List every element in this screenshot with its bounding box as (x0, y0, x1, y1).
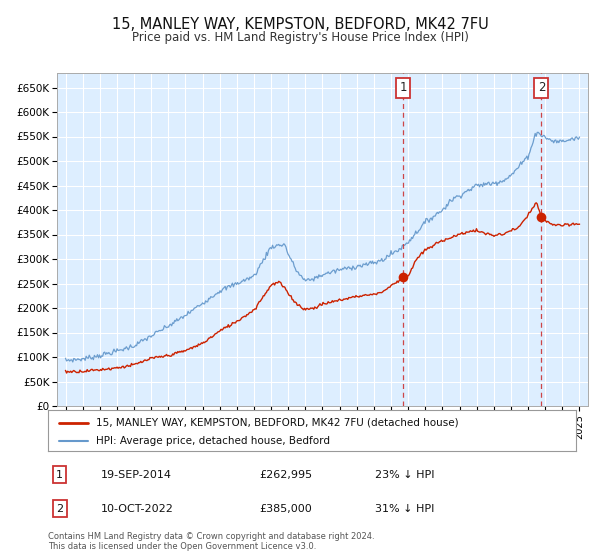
Text: £385,000: £385,000 (259, 504, 312, 514)
Text: 23% ↓ HPI: 23% ↓ HPI (376, 470, 435, 479)
Text: 2: 2 (56, 504, 63, 514)
Text: 15, MANLEY WAY, KEMPSTON, BEDFORD, MK42 7FU (detached house): 15, MANLEY WAY, KEMPSTON, BEDFORD, MK42 … (95, 418, 458, 428)
Text: 1: 1 (56, 470, 63, 479)
Text: 10-OCT-2022: 10-OCT-2022 (101, 504, 173, 514)
Text: 19-SEP-2014: 19-SEP-2014 (101, 470, 172, 479)
Text: 31% ↓ HPI: 31% ↓ HPI (376, 504, 435, 514)
Text: Price paid vs. HM Land Registry's House Price Index (HPI): Price paid vs. HM Land Registry's House … (131, 31, 469, 44)
Text: 1: 1 (400, 81, 407, 94)
Text: HPI: Average price, detached house, Bedford: HPI: Average price, detached house, Bedf… (95, 436, 329, 446)
Text: 15, MANLEY WAY, KEMPSTON, BEDFORD, MK42 7FU: 15, MANLEY WAY, KEMPSTON, BEDFORD, MK42 … (112, 17, 488, 32)
Text: 2: 2 (538, 81, 545, 94)
Text: £262,995: £262,995 (259, 470, 313, 479)
Text: Contains HM Land Registry data © Crown copyright and database right 2024.
This d: Contains HM Land Registry data © Crown c… (48, 532, 374, 552)
